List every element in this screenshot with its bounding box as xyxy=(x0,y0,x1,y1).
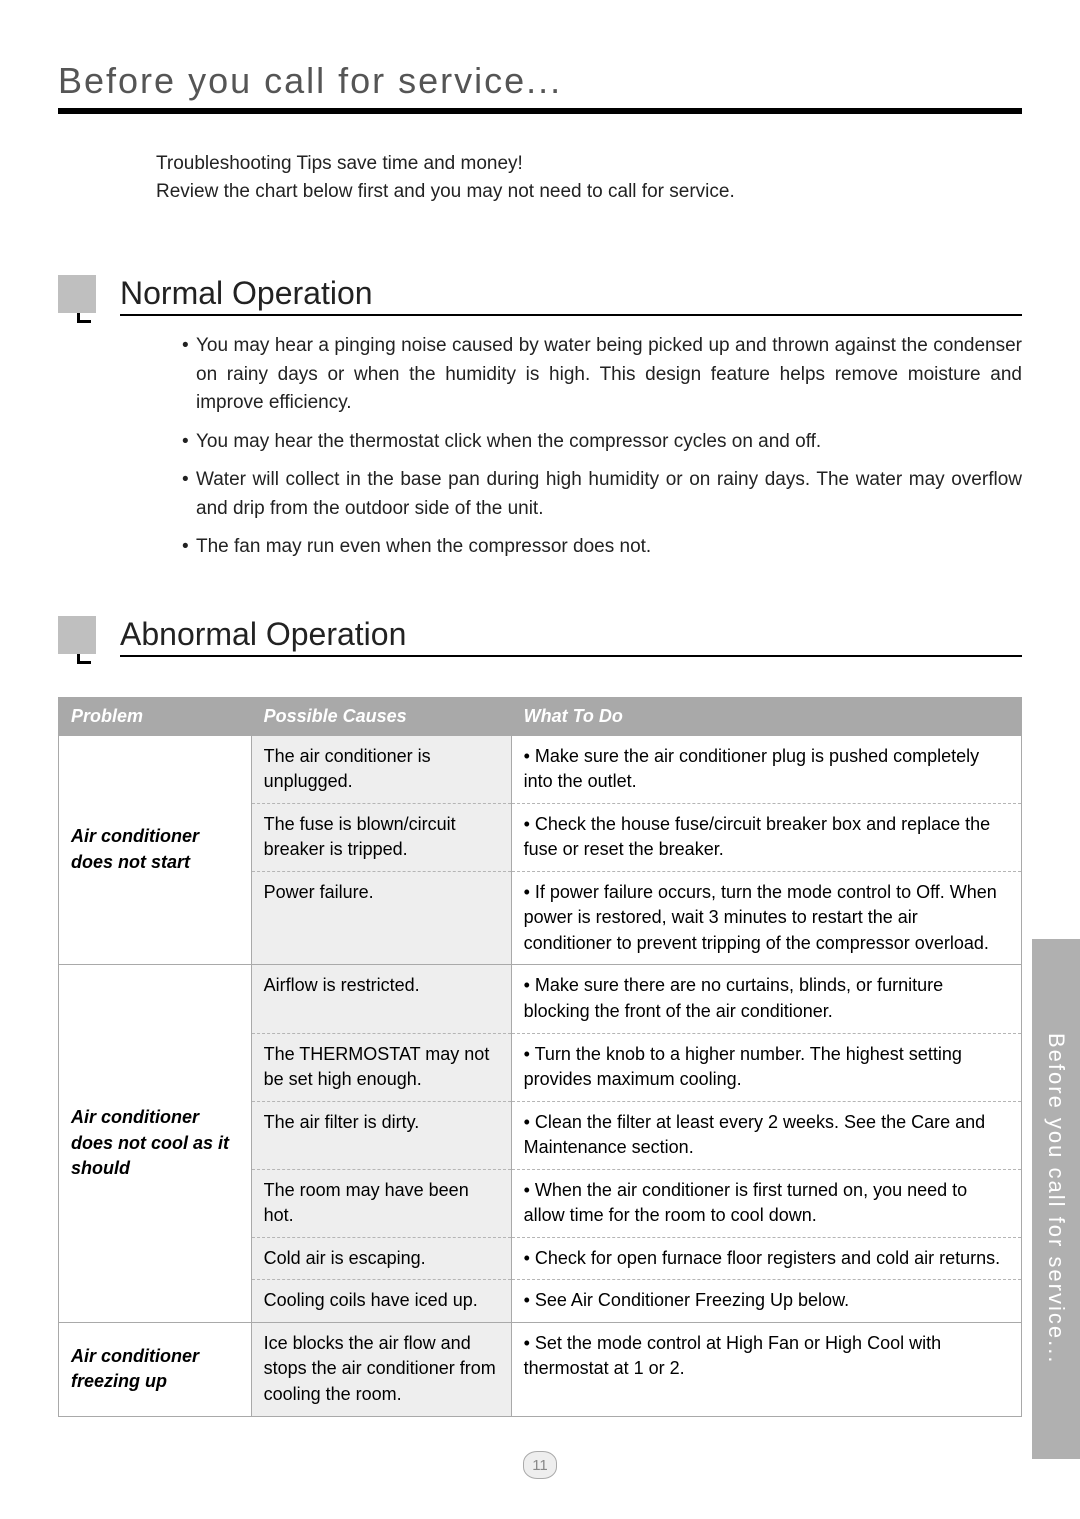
problem-cell: Air conditioner does not cool as it shou… xyxy=(59,965,252,1322)
page-number: 11 xyxy=(523,1451,557,1479)
what-cell: • Check the house fuse/circuit breaker b… xyxy=(511,803,1021,871)
section-head-abnormal: Abnormal Operation xyxy=(58,616,1022,673)
cause-cell: Cold air is escaping. xyxy=(251,1237,511,1280)
table-row: Air conditioner does not cool as it shou… xyxy=(59,965,1022,1033)
problem-cell: Air conditioner does not start xyxy=(59,735,252,965)
what-cell: • Clean the filter at least every 2 week… xyxy=(511,1101,1021,1169)
section-abnormal: Abnormal Operation Problem Possible Caus… xyxy=(58,616,1022,1417)
section-normal: Normal Operation You may hear a pinging … xyxy=(58,275,1022,572)
normal-bullet-item: You may hear the thermostat click when t… xyxy=(182,428,1022,457)
section-title-wrap: Abnormal Operation xyxy=(120,616,1022,673)
cause-cell: Cooling coils have iced up. xyxy=(251,1280,511,1323)
table-row: Air conditioner freezing upIce blocks th… xyxy=(59,1322,1022,1416)
cause-cell: The fuse is blown/circuit breaker is tri… xyxy=(251,803,511,871)
section-rule xyxy=(120,314,1022,316)
what-cell: • Make sure the air conditioner plug is … xyxy=(511,735,1021,803)
header-what: What To Do xyxy=(511,697,1021,735)
what-cell: • Make sure there are no curtains, blind… xyxy=(511,965,1021,1033)
normal-bullet-item: The fan may run even when the compressor… xyxy=(182,533,1022,562)
section-title-wrap: Normal Operation You may hear a pinging … xyxy=(120,275,1022,572)
cause-cell: The THERMOSTAT may not be set high enoug… xyxy=(251,1033,511,1101)
side-tab: Before you call for service... xyxy=(1032,939,1080,1459)
page-title: Before you call for service... xyxy=(58,60,1022,102)
normal-bullet-list: You may hear a pinging noise caused by w… xyxy=(182,332,1022,562)
intro-line2: Review the chart below first and you may… xyxy=(156,181,735,202)
what-cell: • If power failure occurs, turn the mode… xyxy=(511,871,1021,965)
problem-cell: Air conditioner freezing up xyxy=(59,1322,252,1416)
table-row: Air conditioner does not startThe air co… xyxy=(59,735,1022,803)
manual-page: Before you call for service... Troublesh… xyxy=(0,0,1080,1519)
what-cell: • See Air Conditioner Freezing Up below. xyxy=(511,1280,1021,1323)
section-head-normal: Normal Operation You may hear a pinging … xyxy=(58,275,1022,572)
cause-cell: Airflow is restricted. xyxy=(251,965,511,1033)
abnormal-title: Abnormal Operation xyxy=(120,616,1022,653)
square-marker-icon xyxy=(58,275,96,313)
what-cell: • When the air conditioner is first turn… xyxy=(511,1169,1021,1237)
square-marker-icon xyxy=(58,616,96,654)
cause-cell: Ice blocks the air flow and stops the ai… xyxy=(251,1322,511,1416)
cause-cell: The air conditioner is unplugged. xyxy=(251,735,511,803)
title-rule xyxy=(58,108,1022,114)
normal-bullet-item: You may hear a pinging noise caused by w… xyxy=(182,332,1022,418)
normal-bullet-item: Water will collect in the base pan durin… xyxy=(182,466,1022,523)
what-cell: • Set the mode control at High Fan or Hi… xyxy=(511,1322,1021,1416)
what-cell: • Check for open furnace floor registers… xyxy=(511,1237,1021,1280)
side-tab-label: Before you call for service... xyxy=(1043,1033,1069,1364)
table-header-row: Problem Possible Causes What To Do xyxy=(59,697,1022,735)
section-rule xyxy=(120,655,1022,657)
table-body: Air conditioner does not startThe air co… xyxy=(59,735,1022,1416)
normal-title: Normal Operation xyxy=(120,275,1022,312)
what-cell: • Turn the knob to a higher number. The … xyxy=(511,1033,1021,1101)
cause-cell: Power failure. xyxy=(251,871,511,965)
cause-cell: The air filter is dirty. xyxy=(251,1101,511,1169)
intro-text: Troubleshooting Tips save time and money… xyxy=(156,150,1022,205)
header-problem: Problem xyxy=(59,697,252,735)
header-cause: Possible Causes xyxy=(251,697,511,735)
intro-line1: Troubleshooting Tips save time and money… xyxy=(156,153,523,174)
cause-cell: The room may have been hot. xyxy=(251,1169,511,1237)
troubleshooting-table: Problem Possible Causes What To Do Air c… xyxy=(58,697,1022,1417)
